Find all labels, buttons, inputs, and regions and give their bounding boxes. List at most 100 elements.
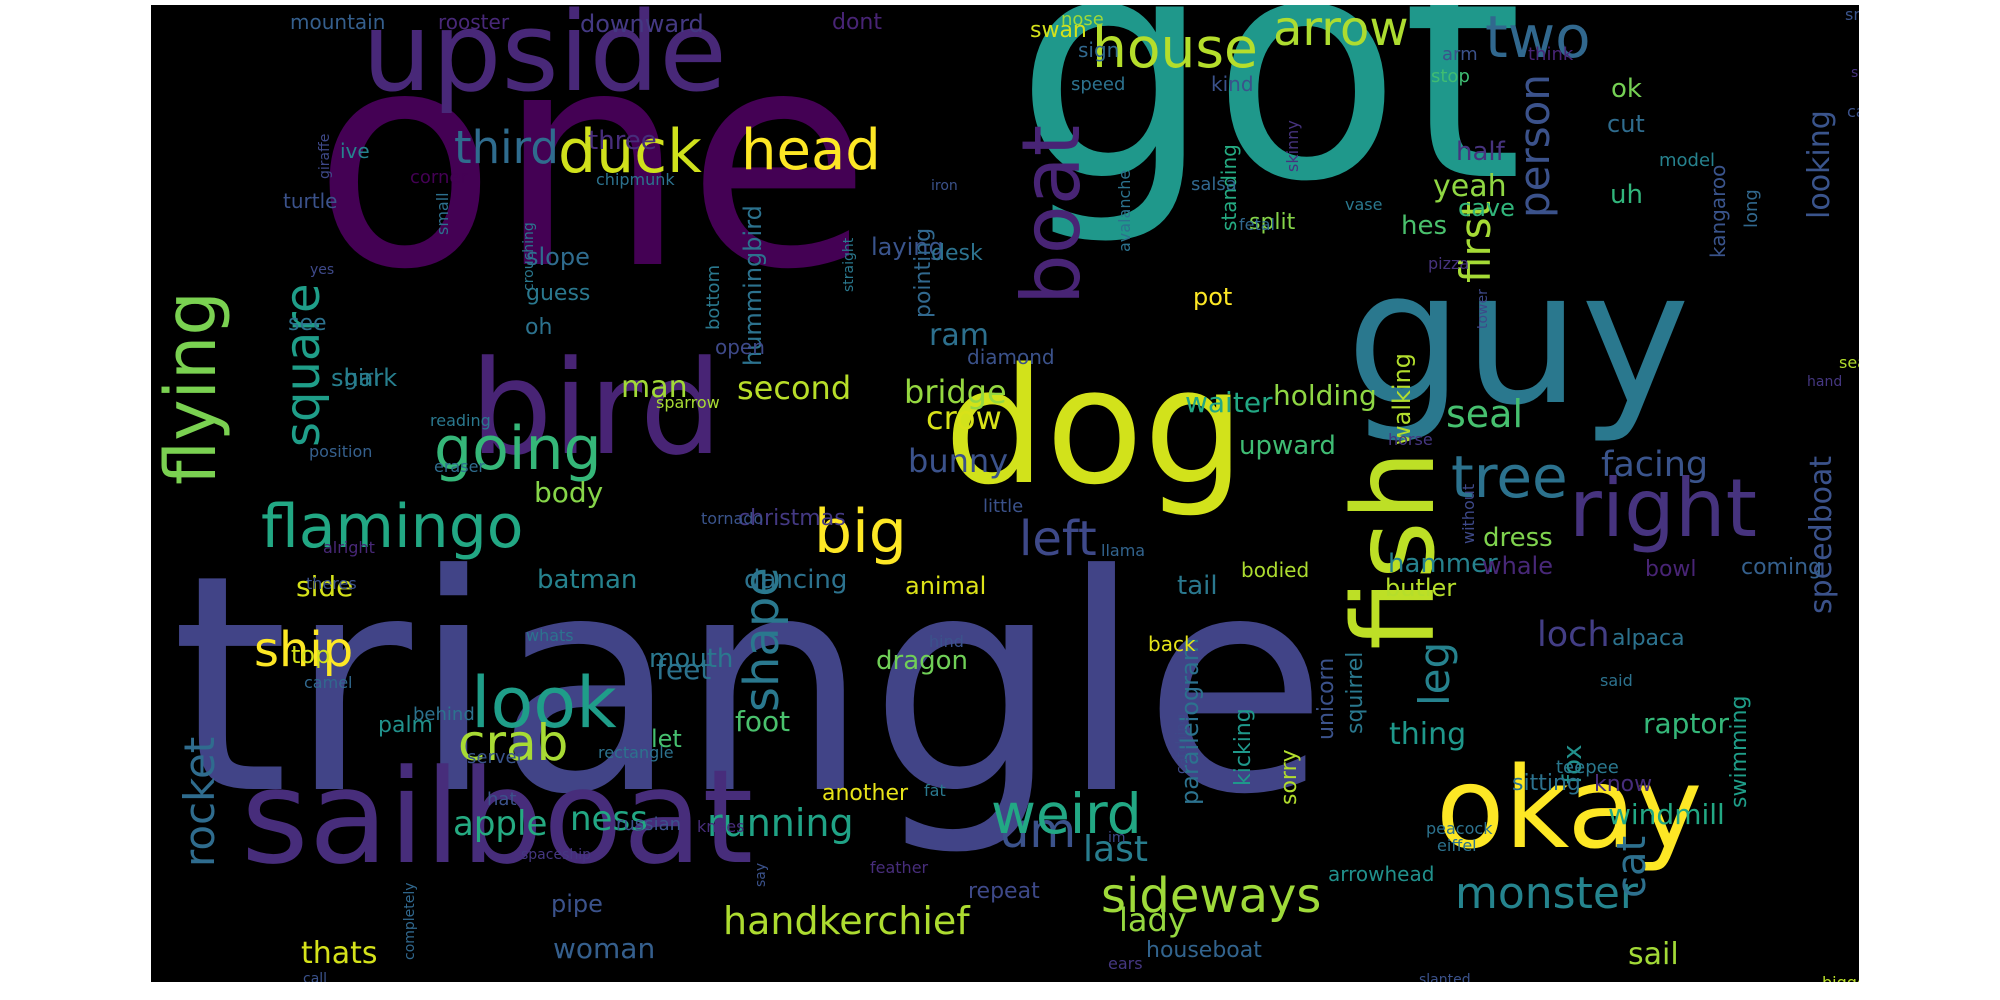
word-side: side [296, 570, 354, 603]
word-avalanche: avalanche [1115, 169, 1134, 252]
word-sign: sign [1078, 38, 1120, 62]
word-cave: cave [1458, 194, 1515, 222]
word-handkerchief: handkerchief [723, 899, 970, 943]
word-corner: corner [410, 167, 468, 188]
word-swan: swan [1030, 18, 1087, 43]
word-slanted: slanted [1419, 972, 1471, 982]
word-hind: hind [929, 632, 964, 651]
word-apple: apple [453, 804, 548, 844]
word-ok: ok [1611, 74, 1642, 104]
word-theres: theres [306, 574, 357, 593]
word-big: big [814, 497, 907, 567]
word-crow: crow [926, 399, 1002, 437]
word-top: top [291, 641, 331, 669]
word-loch: loch [1537, 615, 1610, 655]
word-russian: russian [616, 814, 682, 835]
word-iron: iron [931, 178, 958, 194]
word-bottom: bottom [703, 264, 724, 330]
word-shark: shark [331, 364, 398, 392]
word-alright: alright [323, 538, 375, 557]
word-diamond: diamond [967, 345, 1055, 369]
word-okay: okay [1436, 744, 1703, 874]
word-triangle: triangle [171, 511, 1328, 860]
word-tower: tower [1475, 289, 1491, 329]
word-sparrow: sparrow [656, 393, 720, 412]
word-im: im [1108, 830, 1126, 846]
word-open: open [715, 335, 765, 359]
word-chipmunk: chipmunk [596, 170, 675, 189]
word-one: one [313, 5, 872, 335]
word-second: second [737, 369, 852, 407]
word-flamingo: flamingo [261, 492, 524, 562]
word-lady: lady [1119, 901, 1187, 939]
word-three: three [588, 126, 657, 156]
word-repeat: repeat [968, 879, 1040, 904]
word-got: got [1015, 5, 1523, 250]
word-uh: uh [1610, 180, 1643, 210]
word-sailboat: sailboat [241, 741, 754, 893]
word-pot: pot [1193, 283, 1233, 311]
word-mountain: mountain [290, 10, 386, 34]
word-arrow: arrow [1273, 5, 1409, 57]
word-mouth: mouth [649, 644, 734, 674]
word-camel: camel [304, 673, 353, 692]
word-model: model [1659, 150, 1716, 171]
word-swimming: swimming [1727, 695, 1752, 808]
word-snowman: snowman [1845, 5, 1859, 24]
word-think: think [1528, 44, 1574, 65]
word-skinny: skinny [1283, 120, 1302, 172]
word-call: call [303, 971, 328, 982]
word-sea: sea [1839, 353, 1859, 372]
word-spaceship: spaceship [521, 847, 592, 863]
word-eraser: eraser [434, 457, 485, 476]
word-going: going [434, 414, 602, 484]
word-left: left [1019, 511, 1097, 567]
word-palm: palm [378, 713, 433, 738]
word-said: said [1600, 671, 1633, 690]
word-rectangle: rectangle [598, 743, 674, 762]
word-salsa: salsa [1191, 174, 1237, 195]
word-yeah: yeah [1433, 169, 1507, 204]
word-dog: dog [944, 333, 1246, 520]
word-fat: fat [924, 781, 946, 800]
word-tornado: tornado [701, 509, 764, 528]
word-sorry: sorry [1277, 749, 1302, 805]
word-thing: thing [1389, 717, 1467, 752]
word-little: little [983, 496, 1024, 517]
word-kangaroo: kangaroo [1706, 164, 1730, 258]
word-pointing: pointing [911, 227, 936, 318]
word-teepee: teepee [1556, 757, 1619, 778]
word-hes: hes [1401, 211, 1448, 241]
word-crouching: crouching [521, 222, 537, 291]
word-monster: monster [1455, 868, 1639, 919]
word-last: last [1083, 829, 1148, 870]
word-hat: hat [487, 789, 517, 810]
word-pizza: pizza [1428, 254, 1470, 273]
word-rooster: rooster [438, 10, 510, 34]
word-turtle: turtle [283, 189, 338, 213]
word-say: say [753, 862, 769, 887]
word-cloud: triangle got one guy dog bird sailboat okay upsi… [151, 5, 1859, 982]
word-long: long [1741, 189, 1762, 228]
word-cake: cake [1847, 102, 1859, 121]
word-cat: cat [1609, 835, 1655, 898]
word-man: man [621, 370, 688, 405]
word-without: without [1459, 483, 1478, 544]
word-raptor: raptor [1643, 707, 1730, 740]
word-ears: ears [1108, 954, 1143, 973]
word-head: head [741, 118, 881, 183]
word-bodied: bodied [1241, 558, 1310, 582]
word-thats: thats [301, 936, 378, 971]
word-oh: oh [525, 315, 553, 340]
word-houseboat: houseboat [1146, 938, 1262, 963]
word-ram: ram [929, 318, 989, 353]
word-christmas: christmas [738, 506, 846, 531]
word-position: position [309, 442, 373, 461]
word-serpent: serpent [1851, 65, 1859, 81]
word-fetal: fetal [1239, 215, 1275, 234]
word-eiffel: eiffel [1437, 836, 1477, 855]
word-boat: boat [1005, 124, 1098, 305]
word-third: third [454, 121, 559, 174]
word-catching: catching [1174, 714, 1190, 774]
word-holding: holding [1273, 379, 1377, 412]
